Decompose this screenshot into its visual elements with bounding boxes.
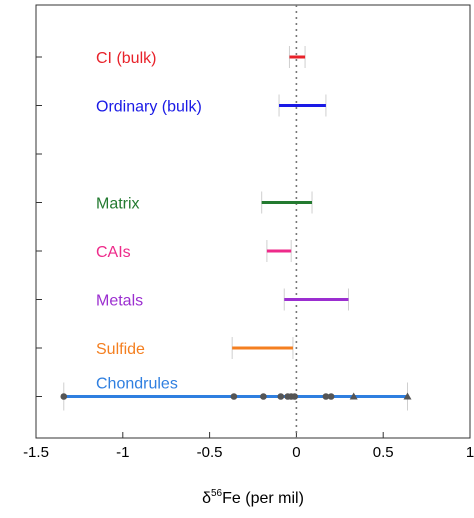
x-tick-label: -1.5 <box>23 444 49 461</box>
x-axis-title-superscript: 56 <box>211 488 223 499</box>
series-label: CI (bulk) <box>96 50 156 67</box>
chondrule-point-triangle <box>349 392 358 400</box>
chondrule-point-circle <box>327 393 335 400</box>
x-tick-label: 0.5 <box>373 444 394 461</box>
x-axis-title: δ56Fe (per mil) <box>202 488 304 507</box>
x-tick-label: -1 <box>116 444 129 461</box>
x-tick-label: -0.5 <box>197 444 223 461</box>
x-tick-label: 1 <box>466 444 474 461</box>
series-label: Sulfide <box>96 341 145 358</box>
series-label: Matrix <box>96 196 140 213</box>
chondrule-point-circle <box>230 393 238 400</box>
chondrule-point-circle <box>291 393 298 400</box>
series-group: CI (bulk) Ordinary (bulk) Matrix CAIs Metals… <box>63 46 409 411</box>
chondrule-point-circle <box>322 393 330 400</box>
x-ticks: -1.5 -1 -0.5 0 0.5 1 <box>23 432 474 461</box>
chondrule-point-circle <box>60 393 68 400</box>
chondrule-point-circle <box>277 393 285 400</box>
chondrule-points <box>60 392 412 400</box>
chondrule-point-circle <box>260 393 267 400</box>
plot-frame <box>35 4 471 439</box>
series-label: Chondrules <box>96 376 178 393</box>
series-label: Metals <box>96 293 143 310</box>
x-tick-label: 0 <box>292 444 300 461</box>
series-label: Ordinary (bulk) <box>96 99 202 116</box>
series-label: CAIs <box>96 244 131 261</box>
chondrule-point-triangle <box>403 392 412 400</box>
y-ticks <box>36 56 42 397</box>
